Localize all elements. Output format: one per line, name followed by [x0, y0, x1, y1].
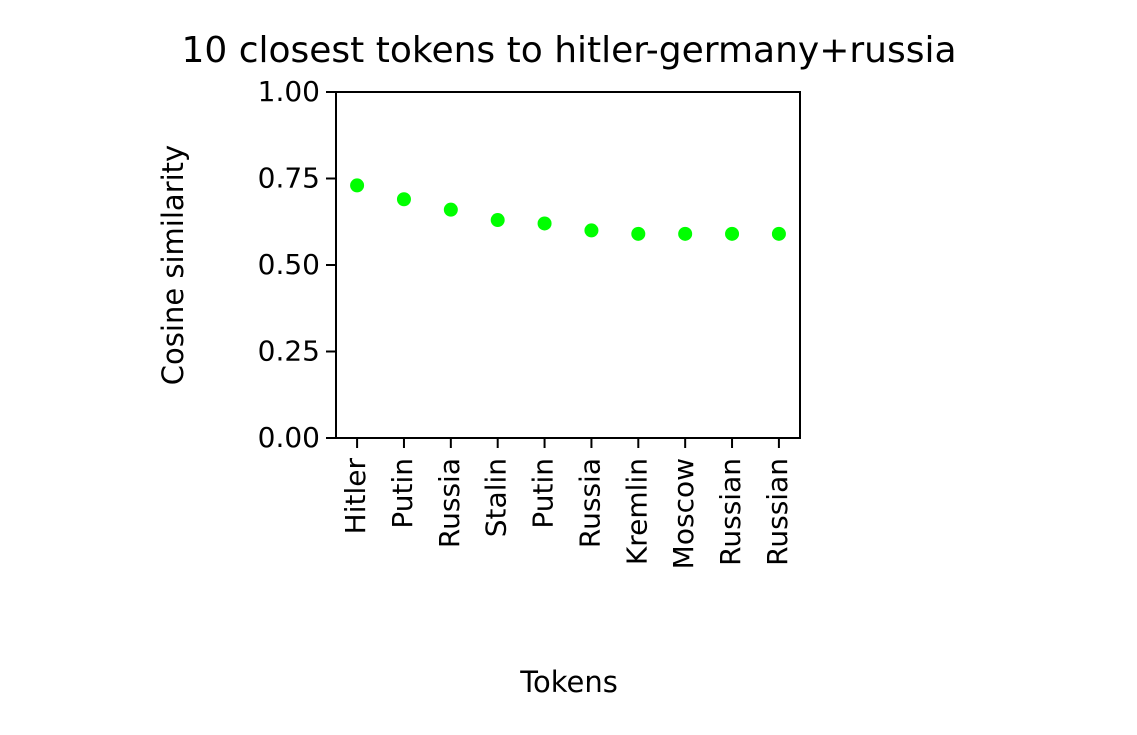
x-tick-label: Putin: [527, 458, 560, 529]
y-tick-label: 0.50: [258, 248, 320, 281]
x-tick-label: Kremlin: [620, 458, 653, 565]
x-axis-label: Tokens: [519, 665, 618, 699]
point: [725, 226, 740, 241]
point: [350, 178, 365, 193]
y-tick-label: 1.00: [258, 75, 320, 108]
point: [443, 202, 458, 217]
point: [396, 192, 411, 207]
plot-frame: [335, 91, 801, 439]
point: [490, 213, 505, 228]
point: [631, 226, 646, 241]
y-tick-label: 0.75: [258, 162, 320, 195]
x-tick-label: Russian: [714, 458, 747, 566]
x-tick-label: Hitler: [339, 458, 372, 535]
point: [537, 216, 552, 231]
x-tick-label: Moscow: [667, 458, 700, 569]
x-tick-label: Russian: [761, 458, 794, 566]
point: [584, 223, 599, 238]
y-tick-label: 0.00: [258, 421, 320, 454]
x-tick-label: Russia: [433, 458, 466, 548]
y-axis-label: Cosine similarity: [156, 145, 190, 385]
point: [771, 226, 786, 241]
x-tick-label: Putin: [386, 458, 419, 529]
x-tick-label: Russia: [573, 458, 606, 548]
chart-title: 10 closest tokens to hitler-germany+russ…: [181, 30, 956, 71]
point: [678, 226, 693, 241]
y-tick-label: 0.25: [258, 335, 320, 368]
x-tick-label: Stalin: [480, 458, 513, 537]
